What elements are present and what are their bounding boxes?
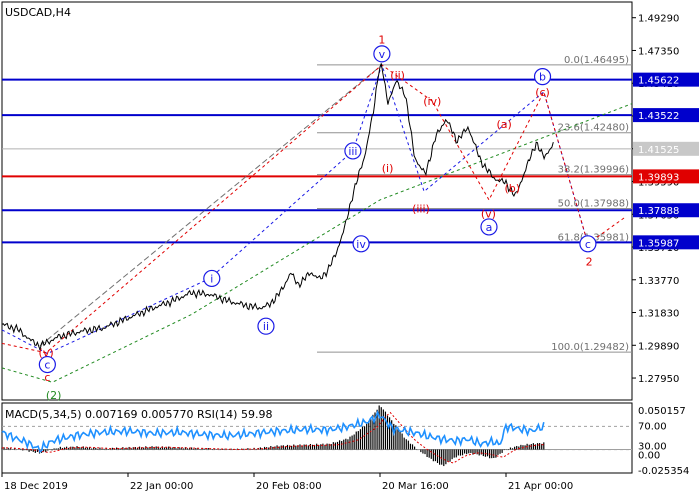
wave-label-circle xyxy=(352,235,370,253)
wave-label-circle xyxy=(257,317,275,335)
wave-path-blue xyxy=(1,63,589,355)
y-tick-label: 1.29890 xyxy=(638,341,679,352)
current-price-label: 1.41525 xyxy=(638,145,679,156)
wave-label: v xyxy=(379,48,386,61)
wave-label: c xyxy=(585,238,591,251)
wave-label: (a) xyxy=(496,118,511,131)
fib-level-label: 38.2(1.39996) xyxy=(558,165,630,176)
indicator-axis-label: -0.025354 xyxy=(638,466,689,477)
fib-level-label: 0.0(1.46495) xyxy=(564,55,629,66)
wave-label: (ii) xyxy=(390,69,405,82)
fib-anchor-line xyxy=(39,64,383,347)
indicator-axis-label: 70.00 xyxy=(638,421,667,432)
wave-label: c xyxy=(44,371,50,384)
wave-label: (v) xyxy=(481,207,496,220)
wave-label: ii xyxy=(263,320,269,333)
wave-label-circle xyxy=(533,68,552,86)
wave-label: (2) xyxy=(46,389,62,402)
level-price-label: 1.35987 xyxy=(638,238,679,249)
wave-labels: 1v(ii)(iv)(i)iii(iii)iviii(a)(b)(c)b(v)a… xyxy=(38,33,597,402)
main-plot-area xyxy=(1,1,633,401)
y-tick-label: 1.33770 xyxy=(638,276,679,287)
wave-label-circle xyxy=(579,235,597,253)
price-series-line xyxy=(1,63,554,352)
wave-label: 1 xyxy=(378,33,385,46)
fib-level-label: 23.6(1.42480) xyxy=(558,123,630,134)
wave-label: c xyxy=(44,359,50,372)
indicator-axis-label: 30.00 xyxy=(638,442,667,453)
wave-label: (b) xyxy=(505,182,521,195)
indicator-label: MACD(5,34,5) 0.007169 0.005770 RSI(14) 5… xyxy=(5,408,272,421)
wave-label: (iv) xyxy=(423,95,441,108)
x-tick-label: 21 Apr 00:00 xyxy=(508,481,573,492)
wave-label: i xyxy=(210,272,213,285)
key-levels xyxy=(2,78,632,244)
symbol-label: USDCAD,H4 xyxy=(5,6,71,19)
main-plot-frame xyxy=(1,1,633,401)
wave-label: b xyxy=(539,71,546,84)
indicator-panel: 0.050157 70.00 30.000.00 -0.025354 xyxy=(1,402,689,477)
y-tick-label: 1.47350 xyxy=(638,46,679,57)
level-price-tag xyxy=(633,203,699,218)
wave-label: 2 xyxy=(586,256,593,269)
wave-label-circle xyxy=(38,355,56,374)
x-tick-label: 20 Feb 08:00 xyxy=(256,481,322,492)
level-price-tag xyxy=(633,108,699,123)
wave-label: (iii) xyxy=(412,202,430,215)
current-price-tag xyxy=(633,141,699,156)
indicator-frame xyxy=(1,402,633,474)
forecast-lines xyxy=(1,63,633,383)
time-axis: 18 Dec 2019 22 Jan 00:00 20 Feb 08:00 20 Ma… xyxy=(1,473,573,492)
level-price-label: 1.39893 xyxy=(638,172,679,183)
wave-label-circle xyxy=(373,45,391,63)
y-tick-label: 1.27950 xyxy=(638,374,679,385)
wave-path-red xyxy=(1,64,626,354)
fib-level-label: 100.0(1.29482) xyxy=(551,342,629,353)
indicator-axis-label: 0.050157 xyxy=(638,406,686,417)
level-price-label: 1.37888 xyxy=(638,206,679,217)
wave-label: iv xyxy=(356,238,366,251)
wave-label-circle xyxy=(480,218,498,236)
wave-label: iii xyxy=(348,145,357,158)
wave-label: a xyxy=(486,221,493,234)
wave-label-circle xyxy=(344,142,362,160)
x-tick-label: 22 Jan 00:00 xyxy=(130,481,193,492)
rsi-line xyxy=(1,409,545,454)
wave-label: (c) xyxy=(535,86,550,99)
wave-label-circle xyxy=(203,269,221,288)
level-price-tag xyxy=(633,235,699,250)
wave-label: (i) xyxy=(382,162,394,175)
trend-channel-line xyxy=(1,103,633,383)
level-price-label: 1.43522 xyxy=(638,111,679,122)
level-price-tag xyxy=(633,72,699,87)
level-price-tag xyxy=(633,169,699,184)
price-axis: 1.492901.473501.454101.434701.415301.395… xyxy=(632,14,699,385)
fib-level-label: 50.0(1.37988) xyxy=(558,199,630,210)
y-tick-label: 1.49290 xyxy=(638,14,679,25)
indicator-axis-label: 0.00 xyxy=(638,450,660,461)
y-tick-label: 1.31830 xyxy=(638,309,679,320)
level-price-label: 1.45622 xyxy=(638,76,679,87)
x-tick-label: 20 Mar 16:00 xyxy=(382,481,449,492)
x-tick-label: 18 Dec 2019 xyxy=(4,481,68,492)
price-line xyxy=(1,63,554,352)
